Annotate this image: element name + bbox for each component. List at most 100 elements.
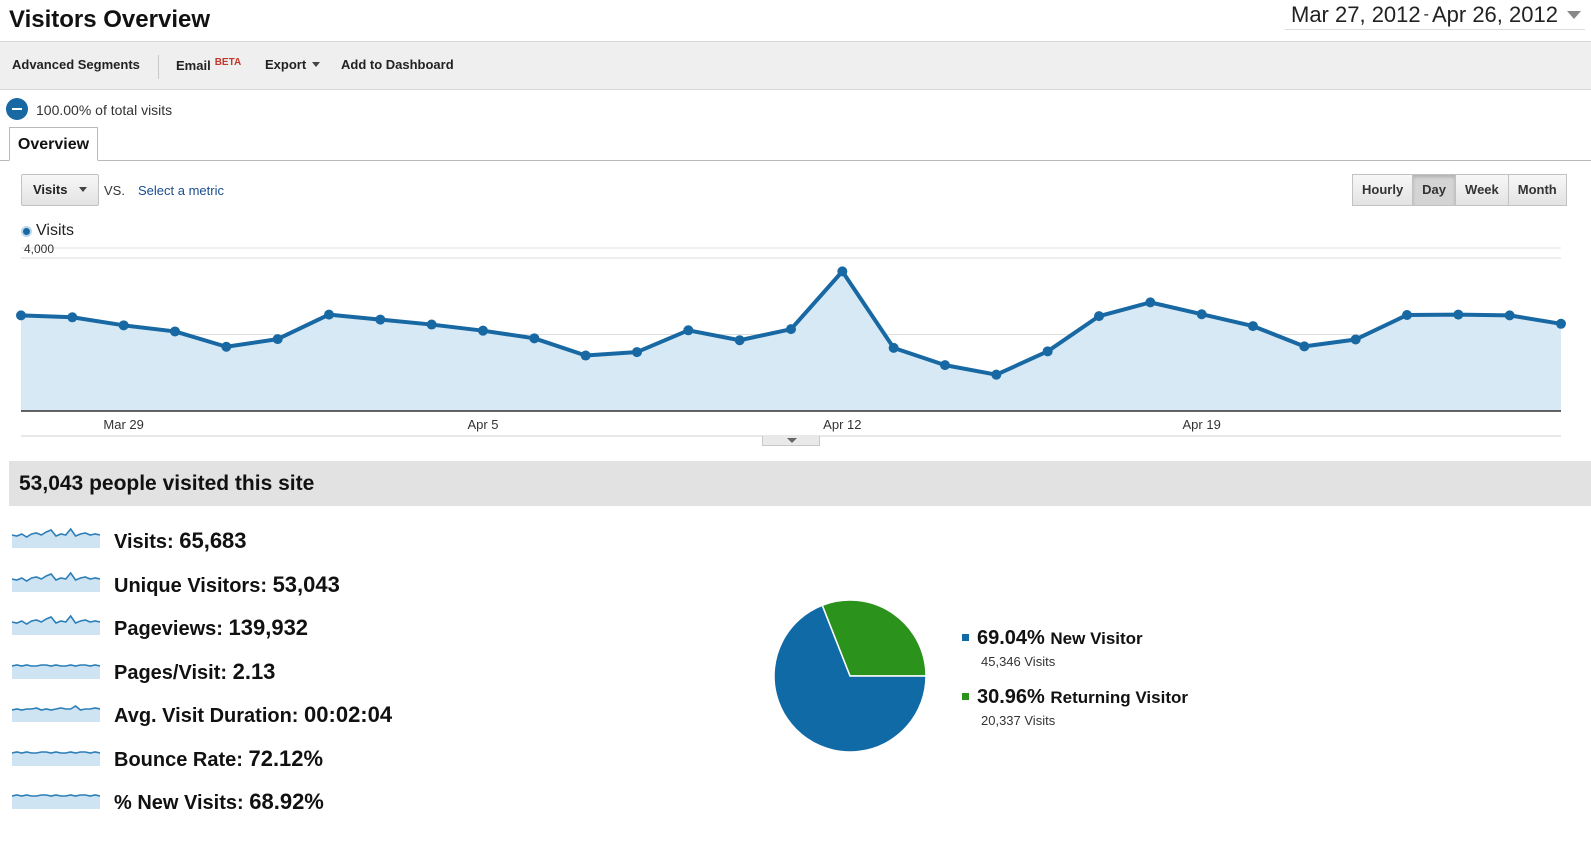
data-point[interactable]: [940, 360, 950, 371]
data-point[interactable]: [1504, 310, 1515, 321]
metric-name: Pageviews:: [114, 618, 223, 640]
data-point[interactable]: [118, 320, 129, 331]
chevron-down-icon[interactable]: [1567, 10, 1581, 19]
metric-name: Avg. Visit Duration:: [114, 705, 299, 727]
data-point[interactable]: [1299, 341, 1310, 352]
data-point[interactable]: [1402, 309, 1412, 320]
data-point[interactable]: [529, 333, 540, 344]
data-point[interactable]: [683, 325, 694, 336]
data-point[interactable]: [991, 369, 1002, 380]
data-point[interactable]: [1042, 346, 1053, 357]
metric-label: % New Visits: 68.92%: [114, 789, 324, 815]
granularity-toggle: Hourly Day Week Month: [1352, 174, 1567, 206]
data-point[interactable]: [170, 326, 180, 337]
sparkline-area: [12, 706, 100, 722]
sparkline-line: [12, 663, 100, 667]
new-visitor-pct: 69.04% New Visitor: [977, 627, 1143, 650]
data-point[interactable]: [837, 266, 848, 277]
data-point[interactable]: [580, 350, 591, 361]
month-button[interactable]: Month: [1507, 174, 1567, 206]
data-point[interactable]: [375, 314, 386, 325]
visits-area: [21, 271, 1561, 411]
data-point[interactable]: [1196, 309, 1207, 320]
metric-name: Unique Visitors:: [114, 574, 267, 597]
tab-divider: [0, 160, 1591, 161]
sparkline-line: [12, 571, 100, 582]
metric-label: Unique Visitors: 53,043: [114, 572, 340, 598]
metric-name: Pages/Visit:: [114, 661, 228, 684]
metric-value: 53,043: [272, 571, 340, 597]
sparkline-icon: [12, 794, 100, 809]
tab-overview[interactable]: Overview: [9, 127, 98, 161]
data-point[interactable]: [426, 319, 437, 330]
x-tick-label: Mar 29: [103, 417, 143, 432]
date-end: Apr 26, 2012: [1431, 1, 1558, 27]
sparkline-icon: [12, 705, 100, 722]
data-point[interactable]: [1556, 318, 1566, 329]
metric-dropdown[interactable]: Visits: [21, 174, 99, 206]
data-point[interactable]: [478, 325, 488, 336]
data-point[interactable]: [888, 342, 899, 353]
data-point[interactable]: [272, 334, 283, 345]
sparkline-area: [12, 572, 100, 592]
select-metric-link[interactable]: Select a metric: [138, 183, 224, 198]
returning-visitor-pct: 30.96% Returning Visitor: [977, 686, 1188, 709]
metric-value: 68.92%: [249, 789, 324, 814]
data-point[interactable]: [1145, 297, 1156, 308]
new-visitor-visits: 45,346 Visits: [981, 654, 1056, 669]
sparkline-area: [12, 616, 100, 635]
legend-dot-icon: [21, 226, 32, 237]
segment-pie-icon[interactable]: [6, 98, 28, 120]
vs-label: VS.: [104, 183, 125, 198]
returning-visitor-name: Returning Visitor: [1050, 688, 1188, 707]
export-button[interactable]: Export: [265, 57, 321, 72]
sparkline-line: [12, 614, 100, 625]
collapse-chart-handle[interactable]: [762, 436, 820, 446]
sparkline-area: [12, 751, 100, 766]
add-to-dashboard-button[interactable]: Add to Dashboard: [341, 57, 454, 72]
email-label: Email: [176, 58, 211, 73]
hourly-button[interactable]: Hourly: [1352, 174, 1414, 206]
metric-dropdown-label: Visits: [33, 182, 68, 197]
chevron-down-icon: [312, 62, 321, 67]
metric-label: Pages/Visit: 2.13: [114, 659, 275, 685]
sparkline-area: [12, 664, 100, 679]
data-point[interactable]: [1248, 321, 1258, 332]
pie-slice-returning-visitor[interactable]: [821, 599, 927, 677]
summary-headline: 53,043 people visited this site: [9, 461, 1591, 506]
data-point[interactable]: [221, 341, 232, 352]
day-button[interactable]: Day: [1412, 174, 1457, 206]
sparkline-line: [12, 750, 100, 754]
segment-label: 100.00% of total visits: [36, 102, 173, 118]
date-range-picker[interactable]: Mar 27, 2012 - Apr 26, 2012: [1285, 0, 1585, 30]
data-point[interactable]: [1350, 334, 1361, 345]
week-button[interactable]: Week: [1455, 174, 1509, 206]
data-point[interactable]: [324, 309, 334, 320]
data-point[interactable]: [16, 310, 26, 321]
data-point[interactable]: [67, 312, 78, 323]
x-tick-label: Apr 5: [467, 417, 498, 432]
returning-visitor-pct-value: 30.96%: [977, 686, 1045, 708]
beta-badge: BETA: [214, 57, 242, 68]
sparkline-line: [12, 705, 100, 711]
email-button[interactable]: Email BETA: [176, 57, 241, 73]
sparkline-icon: [12, 750, 100, 766]
export-label: Export: [265, 57, 307, 72]
page-title: Visitors Overview: [9, 6, 210, 33]
date-separator: -: [1423, 5, 1429, 23]
new-visitor-pct-value: 69.04%: [977, 627, 1045, 649]
data-point[interactable]: [1453, 309, 1464, 320]
advanced-segments-button[interactable]: Advanced Segments: [12, 57, 140, 72]
pie-slice-new-visitor[interactable]: [773, 604, 927, 753]
metric-label: Pageviews: 139,932: [114, 615, 308, 641]
data-point[interactable]: [1094, 311, 1104, 322]
returning-visitor-visits: 20,337 Visits: [981, 713, 1056, 728]
y-tick-label: 4,000: [24, 242, 54, 256]
data-point[interactable]: [632, 347, 642, 358]
toolbar: Advanced Segments Email BETA Export Add t…: [0, 41, 1591, 90]
data-point[interactable]: [786, 324, 796, 335]
sparkline-area: [12, 529, 100, 548]
visitor-type-pie-chart: [773, 599, 927, 753]
metric-label: Visits: 65,683: [114, 528, 247, 554]
data-point[interactable]: [734, 335, 745, 346]
